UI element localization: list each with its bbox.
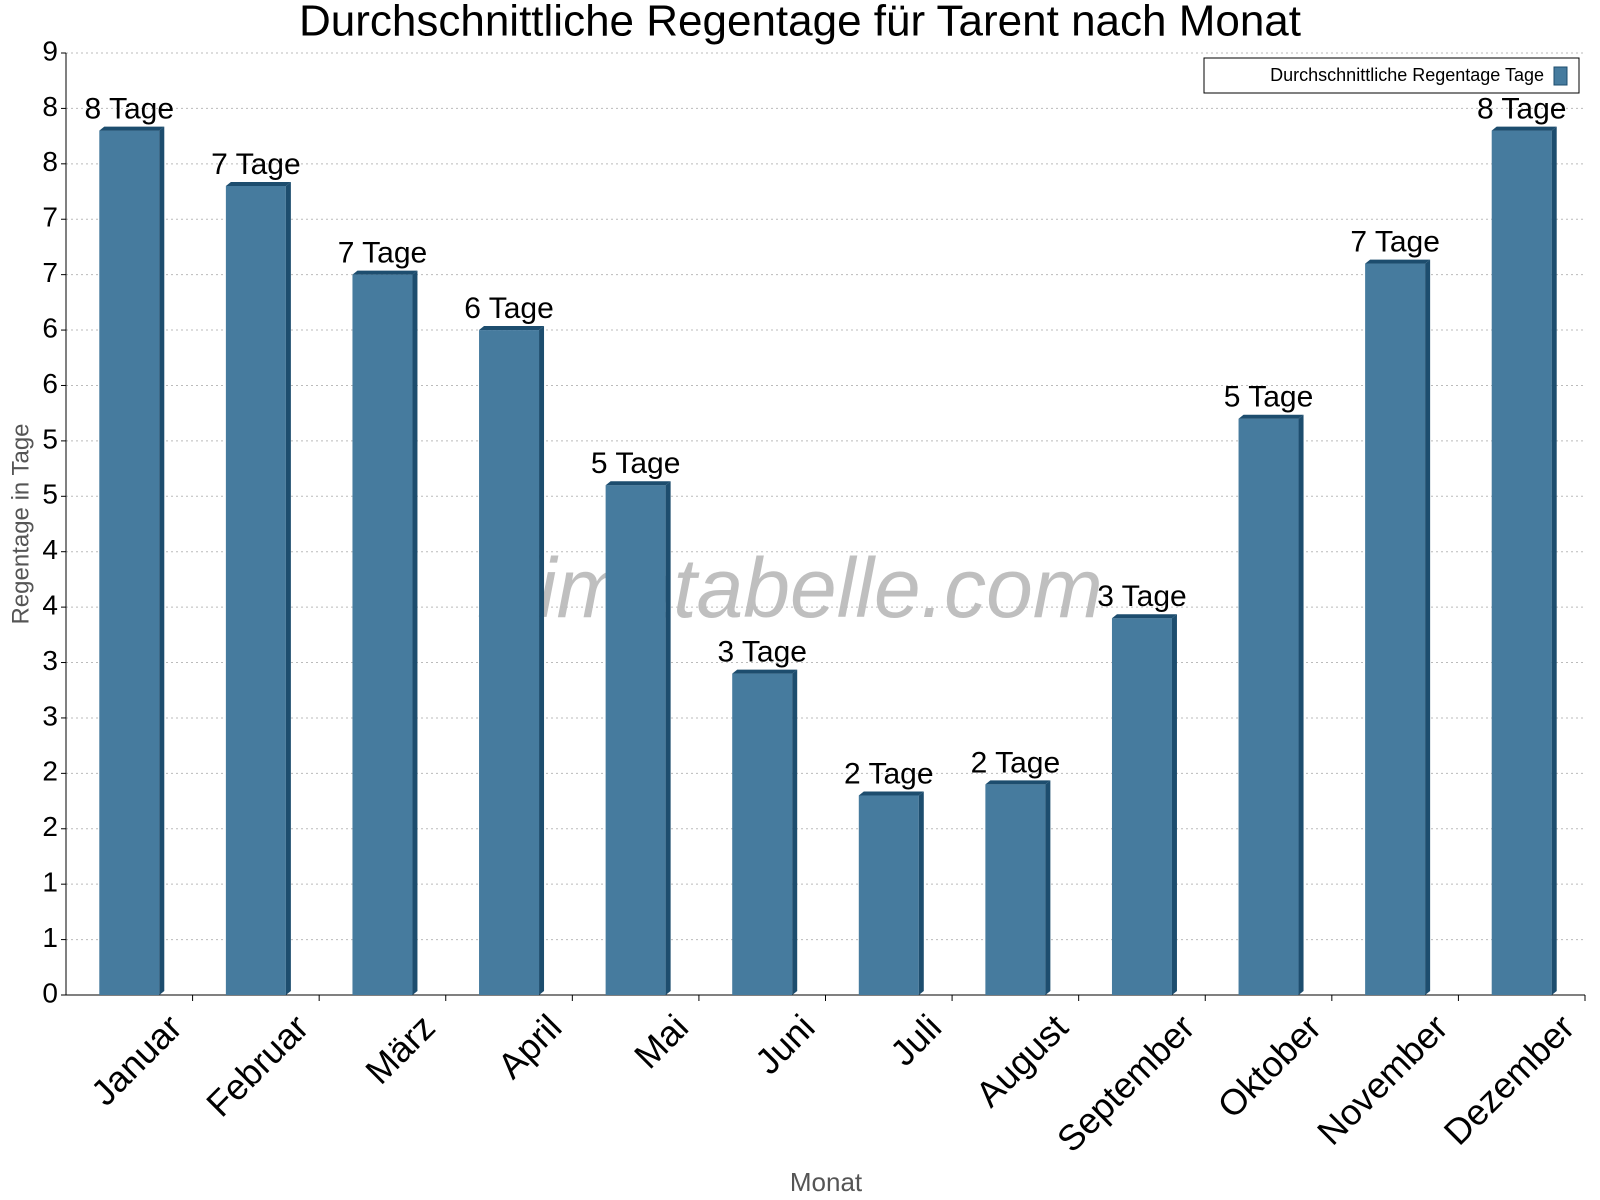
bar-side [159, 126, 165, 995]
value-label: 3 Tage [1097, 580, 1187, 613]
bar-side [1045, 780, 1051, 995]
bar [1365, 263, 1426, 995]
y-tick-label: 9 [42, 35, 58, 66]
bar-side [539, 326, 545, 995]
bar-side [1298, 414, 1304, 995]
bar [605, 485, 666, 995]
value-label: 8 Tage [1477, 92, 1567, 125]
value-label: 8 Tage [85, 92, 175, 125]
legend-swatch [1553, 66, 1568, 86]
bar [732, 673, 793, 995]
x-tick-label: Juni [747, 1006, 823, 1082]
x-axis-label: Monat [790, 1167, 863, 1197]
watermark: klimatabelle.com [477, 541, 1103, 635]
value-label: 5 Tage [1224, 381, 1314, 414]
y-axis-label: Regentage in Tage [7, 423, 34, 624]
value-label: 3 Tage [717, 636, 807, 669]
bar-top [1111, 614, 1177, 619]
value-label: 7 Tage [338, 237, 428, 270]
bar-top [225, 181, 291, 186]
bar [1491, 130, 1552, 995]
x-tick-label: Januar [83, 1006, 190, 1113]
bar-top [479, 326, 545, 331]
bar-group [225, 181, 291, 996]
bar-side [412, 270, 418, 995]
value-label: 2 Tage [844, 757, 934, 790]
bar-group [858, 791, 924, 995]
x-tick-label: April [490, 1006, 570, 1086]
bar-side [665, 481, 671, 995]
x-tick-label: März [357, 1006, 443, 1092]
y-tick-label: 0 [42, 977, 58, 1008]
bar-group [605, 481, 671, 995]
y-tick-label: 6 [42, 368, 58, 399]
y-tick-label: 1 [42, 922, 58, 953]
y-tick-label: 6 [42, 312, 58, 343]
bar [99, 130, 160, 995]
bar-top [99, 126, 165, 131]
x-tick-label: September [1049, 1006, 1203, 1160]
legend-box [1203, 57, 1580, 94]
bar [1238, 418, 1299, 995]
bar-group [985, 780, 1051, 995]
bar-side [918, 791, 924, 995]
bar-top [1365, 259, 1431, 264]
bar [479, 330, 540, 995]
bar-side [1425, 259, 1431, 995]
bar-side [1171, 614, 1177, 995]
x-tick-label: August [968, 1006, 1076, 1114]
bar-top [858, 791, 924, 796]
bar-side [285, 181, 291, 996]
bar-top [1491, 126, 1557, 131]
y-tick-label: 8 [42, 91, 58, 122]
x-tick-label: November [1309, 1006, 1455, 1152]
y-tick-label: 5 [42, 423, 58, 454]
value-label: 7 Tage [211, 148, 301, 181]
y-tick-label: 3 [42, 645, 58, 676]
x-tick-label: Februar [198, 1006, 316, 1124]
value-label: 5 Tage [591, 447, 681, 480]
bar [1111, 618, 1172, 995]
bar-group [1365, 259, 1431, 995]
bar-top [985, 780, 1051, 785]
value-label: 2 Tage [971, 746, 1061, 779]
value-label: 6 Tage [464, 292, 554, 325]
x-tick-label: Dezember [1436, 1006, 1582, 1152]
x-tick-label: Oktober [1209, 1006, 1329, 1126]
y-tick-label: 2 [42, 811, 58, 842]
bar-top [1238, 414, 1304, 419]
bar-group [732, 669, 798, 995]
bar-group [1238, 414, 1304, 995]
y-tick-label: 7 [42, 257, 58, 288]
bar-group [1111, 614, 1177, 995]
bar-group [352, 270, 418, 995]
y-tick-label: 2 [42, 756, 58, 787]
x-tick-label: Mai [626, 1006, 696, 1076]
y-tick-label: 3 [42, 700, 58, 731]
bar-side [1551, 126, 1557, 995]
y-tick-label: 5 [42, 479, 58, 510]
bar-group [99, 126, 165, 995]
value-label: 7 Tage [1350, 225, 1440, 258]
y-tick-label: 4 [42, 534, 58, 565]
chart-title: Durchschnittliche Regentage für Tarent n… [299, 0, 1301, 46]
y-tick-label: 4 [42, 590, 58, 621]
bar [985, 784, 1046, 995]
y-tick-label: 7 [42, 202, 58, 233]
bar-group [479, 326, 545, 995]
bar-group [1491, 126, 1557, 995]
legend-label: Durchschnittliche Regentage Tage [1270, 65, 1544, 85]
bar-top [352, 270, 418, 275]
bar-top [732, 669, 798, 674]
y-tick-label: 8 [42, 146, 58, 177]
legend: Durchschnittliche Regentage Tage [1203, 57, 1580, 94]
bar-top [605, 481, 671, 486]
bar [225, 185, 286, 996]
bar [352, 274, 413, 995]
bar-side [792, 669, 798, 995]
bar [858, 795, 919, 995]
x-tick-label: Juli [882, 1006, 949, 1073]
y-tick-label: 1 [42, 867, 58, 898]
